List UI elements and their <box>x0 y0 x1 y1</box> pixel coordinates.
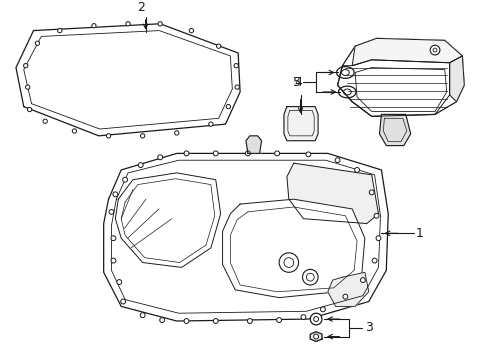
Circle shape <box>342 294 347 299</box>
Circle shape <box>158 22 162 26</box>
Polygon shape <box>379 114 410 145</box>
Polygon shape <box>284 107 317 141</box>
Circle shape <box>313 317 318 321</box>
Circle shape <box>216 44 221 48</box>
Circle shape <box>320 307 325 312</box>
Polygon shape <box>327 272 368 306</box>
Circle shape <box>43 119 47 123</box>
Circle shape <box>354 167 359 172</box>
Circle shape <box>247 319 252 323</box>
Circle shape <box>25 85 30 89</box>
Circle shape <box>58 28 62 33</box>
Circle shape <box>189 28 193 33</box>
Circle shape <box>274 151 279 156</box>
Text: 2: 2 <box>137 1 144 14</box>
Circle shape <box>213 319 218 323</box>
Circle shape <box>279 253 298 272</box>
Circle shape <box>375 236 380 240</box>
Circle shape <box>111 236 116 240</box>
Polygon shape <box>16 24 240 136</box>
Polygon shape <box>115 173 220 267</box>
Circle shape <box>35 41 40 45</box>
Text: 4: 4 <box>294 76 302 89</box>
Circle shape <box>429 45 439 55</box>
Polygon shape <box>309 332 322 342</box>
Circle shape <box>113 192 118 197</box>
Polygon shape <box>351 39 461 66</box>
Polygon shape <box>103 153 387 321</box>
Circle shape <box>72 129 77 133</box>
Polygon shape <box>286 163 378 224</box>
Circle shape <box>138 163 143 167</box>
Circle shape <box>310 313 321 325</box>
Circle shape <box>360 278 365 283</box>
Circle shape <box>373 213 378 218</box>
Circle shape <box>111 258 116 263</box>
Text: 3: 3 <box>364 321 372 334</box>
Circle shape <box>432 48 436 52</box>
Circle shape <box>140 313 145 318</box>
Circle shape <box>174 131 179 135</box>
Circle shape <box>125 22 130 26</box>
Circle shape <box>117 280 122 284</box>
Circle shape <box>371 258 376 263</box>
Polygon shape <box>337 39 463 116</box>
Circle shape <box>306 273 314 281</box>
Circle shape <box>106 134 110 138</box>
Circle shape <box>183 319 188 323</box>
Circle shape <box>109 210 114 214</box>
Circle shape <box>213 151 218 156</box>
Polygon shape <box>222 199 364 298</box>
Circle shape <box>92 23 96 28</box>
Circle shape <box>368 190 373 195</box>
Circle shape <box>158 155 163 160</box>
Circle shape <box>183 151 188 156</box>
Circle shape <box>140 134 144 138</box>
Circle shape <box>208 122 213 126</box>
Circle shape <box>245 151 250 156</box>
Polygon shape <box>245 136 261 153</box>
Circle shape <box>301 315 305 320</box>
Circle shape <box>27 107 32 112</box>
Circle shape <box>226 104 230 109</box>
Circle shape <box>313 334 318 339</box>
Circle shape <box>302 269 317 285</box>
Circle shape <box>23 63 28 68</box>
Circle shape <box>284 258 293 267</box>
Circle shape <box>122 177 127 182</box>
Text: 1: 1 <box>415 227 423 240</box>
Text: 5: 5 <box>292 76 300 89</box>
Circle shape <box>235 85 239 89</box>
Circle shape <box>234 63 238 68</box>
Circle shape <box>121 299 125 304</box>
Circle shape <box>305 152 310 157</box>
Circle shape <box>276 318 281 323</box>
Circle shape <box>160 318 164 323</box>
Polygon shape <box>449 56 463 102</box>
Circle shape <box>334 158 339 163</box>
